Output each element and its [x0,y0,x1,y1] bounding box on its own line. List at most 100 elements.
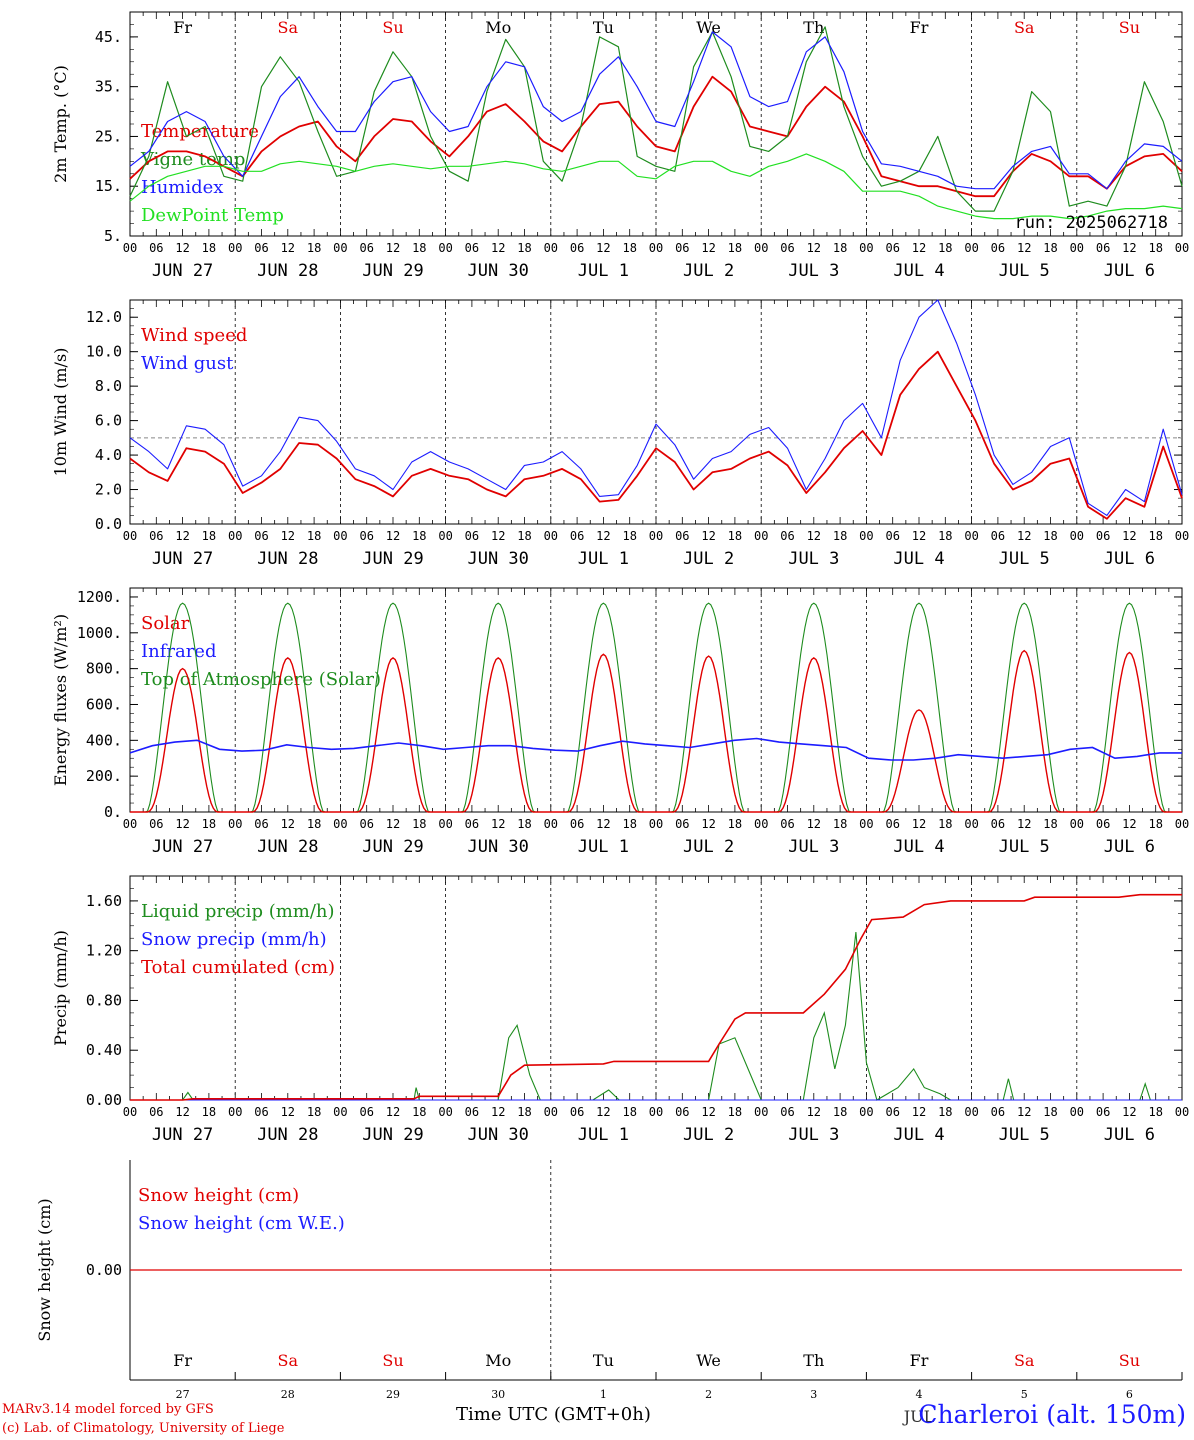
date-label: JUN 30 [467,261,528,281]
day-of-week-label: Su [1119,1351,1140,1370]
hour-tick-label: 18 [938,529,952,543]
hour-tick-label: 00 [859,529,873,543]
hour-tick-label: 18 [938,241,952,255]
hour-tick-label: 06 [780,241,794,255]
hour-tick-label: 12 [491,241,505,255]
hour-tick-label: 18 [517,529,531,543]
day-of-week-label: Sa [1014,1351,1035,1370]
day-of-week-label: Fr [910,1351,929,1370]
hour-tick-label: 12 [386,1105,400,1119]
day-of-week-label: Tu [593,18,614,37]
hour-tick-label: 06 [465,529,479,543]
hour-tick-label: 18 [833,1105,847,1119]
y-axis-label: Snow height (cm) [35,1198,54,1341]
run-annotation: run: 2025062718 [1014,213,1168,233]
hour-tick-label: 00 [754,817,768,831]
hour-tick-label: 18 [833,817,847,831]
hour-tick-label: 12 [386,241,400,255]
hour-tick-label: 12 [701,529,715,543]
hour-tick-label: 06 [570,529,584,543]
series-line [129,737,1182,761]
day-number-label: 1 [600,1388,607,1401]
hour-tick-label: 18 [1043,241,1057,255]
date-label: JUL 5 [999,1125,1050,1145]
hour-tick-label: 06 [465,1105,479,1119]
y-tick-label: 1.60 [86,892,122,910]
hour-tick-label: 12 [1017,1105,1031,1119]
hour-tick-label: 12 [912,817,926,831]
y-axis-label: 10m Wind (m/s) [51,348,70,477]
hour-tick-label: 12 [175,817,189,831]
hour-tick-label: 18 [202,817,216,831]
hour-tick-label: 06 [570,817,584,831]
hour-tick-label: 06 [570,1105,584,1119]
date-label: JUL 1 [578,261,629,281]
legend-entry: Humidex [141,177,223,198]
hour-tick-label: 18 [412,529,426,543]
hour-tick-label: 06 [675,529,689,543]
date-label: JUN 29 [362,837,423,857]
hour-tick-label: 12 [912,241,926,255]
hour-tick-label: 18 [833,241,847,255]
date-label: JUL 5 [999,549,1050,569]
hour-tick-label: 12 [1122,817,1136,831]
date-label: JUN 28 [257,261,318,281]
panel-frame-wind [129,299,1183,525]
hour-tick-label: 18 [1148,241,1162,255]
y-tick-label: 0.40 [86,1041,122,1059]
hour-tick-label: 12 [596,1105,610,1119]
date-label: JUL 3 [788,837,839,857]
series-line [130,649,1182,813]
series-line [130,893,1182,1101]
hour-tick-label: 18 [938,817,952,831]
hour-tick-label: 00 [1175,241,1189,255]
model-credit: MARv3.14 model forced by GFS (c) Lab. of… [2,1400,284,1438]
hour-tick-label: 00 [754,241,768,255]
hour-tick-label: 00 [1070,1105,1084,1119]
date-label: JUL 1 [578,837,629,857]
y-tick-label: 0.80 [86,991,122,1009]
hour-tick-label: 12 [701,817,715,831]
hour-tick-label: 00 [649,817,663,831]
hour-tick-label: 00 [1175,1105,1189,1119]
day-of-week-label: Su [382,1351,403,1370]
date-label: JUL 5 [999,837,1050,857]
legend-entry: Liquid precip (mm/h) [141,901,335,922]
hour-tick-label: 00 [859,1105,873,1119]
hour-tick-label: 18 [1043,529,1057,543]
day-of-week-label: Th [803,18,824,37]
hour-tick-label: 00 [123,241,137,255]
hour-tick-label: 00 [1175,529,1189,543]
date-label: JUN 27 [152,549,213,569]
hour-tick-label: 00 [228,1105,242,1119]
hour-tick-label: 12 [281,529,295,543]
y-axis-label: 2m Temp. (°C) [51,65,70,183]
hour-tick-label: 12 [701,1105,715,1119]
y-axis-label: Precip (mm/h) [51,930,70,1046]
hour-tick-label: 18 [307,817,321,831]
hour-tick-label: 12 [596,817,610,831]
y-tick-label: 800. [86,660,122,678]
hour-tick-label: 12 [596,241,610,255]
hour-tick-label: 18 [307,241,321,255]
y-tick-label: 0.0 [95,515,122,533]
date-label: JUL 2 [683,549,734,569]
hour-tick-label: 18 [307,1105,321,1119]
day-of-week-label: Mo [485,1351,511,1370]
hour-tick-label: 06 [1096,1105,1110,1119]
hour-tick-label: 18 [517,241,531,255]
y-tick-label: 200. [86,767,122,785]
hour-tick-label: 12 [1122,241,1136,255]
hour-tick-label: 18 [622,241,636,255]
hour-tick-label: 18 [622,817,636,831]
hour-tick-label: 00 [333,817,347,831]
y-tick-label: 45. [95,28,122,46]
y-tick-label: 5. [104,227,122,245]
hour-tick-label: 12 [1017,529,1031,543]
hour-tick-label: 06 [465,817,479,831]
date-label: JUL 6 [1104,1125,1155,1145]
hour-tick-label: 00 [333,1105,347,1119]
hour-tick-label: 12 [175,529,189,543]
hour-tick-label: 18 [622,1105,636,1119]
